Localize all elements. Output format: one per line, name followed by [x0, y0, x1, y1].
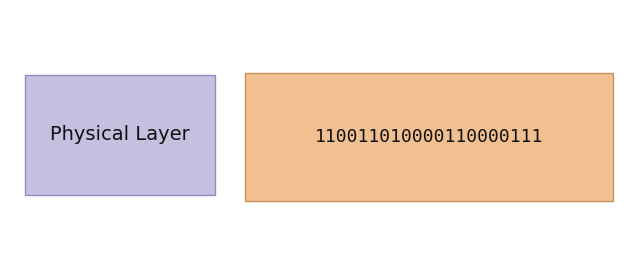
Text: Physical Layer: Physical Layer [50, 125, 190, 145]
FancyBboxPatch shape [245, 73, 613, 201]
Text: 110011010000110000111: 110011010000110000111 [315, 128, 543, 146]
FancyBboxPatch shape [25, 75, 215, 195]
